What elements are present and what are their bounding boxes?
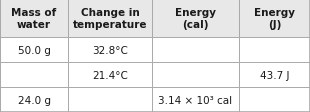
Bar xyxy=(239,38,310,63)
Bar xyxy=(152,63,239,87)
Bar xyxy=(0,38,68,63)
Bar xyxy=(68,0,152,38)
Bar xyxy=(68,87,152,112)
Text: Mass of
water: Mass of water xyxy=(11,8,57,30)
Bar xyxy=(0,63,68,87)
Text: 32.8°C: 32.8°C xyxy=(92,45,128,55)
Bar xyxy=(152,38,239,63)
Bar xyxy=(152,0,239,38)
Bar xyxy=(0,87,68,112)
Text: Energy
(J): Energy (J) xyxy=(254,8,295,30)
Text: 24.0 g: 24.0 g xyxy=(18,95,51,105)
Bar xyxy=(152,87,239,112)
Text: Energy
(cal): Energy (cal) xyxy=(175,8,216,30)
Bar xyxy=(239,63,310,87)
Text: 50.0 g: 50.0 g xyxy=(18,45,51,55)
Bar xyxy=(0,0,68,38)
Text: 3.14 × 10³ cal: 3.14 × 10³ cal xyxy=(158,95,232,105)
Bar xyxy=(68,38,152,63)
Bar xyxy=(239,87,310,112)
Text: 21.4°C: 21.4°C xyxy=(92,70,128,80)
Text: Change in
temperature: Change in temperature xyxy=(73,8,147,30)
Text: 43.7 J: 43.7 J xyxy=(259,70,289,80)
Bar xyxy=(68,63,152,87)
Bar xyxy=(239,0,310,38)
